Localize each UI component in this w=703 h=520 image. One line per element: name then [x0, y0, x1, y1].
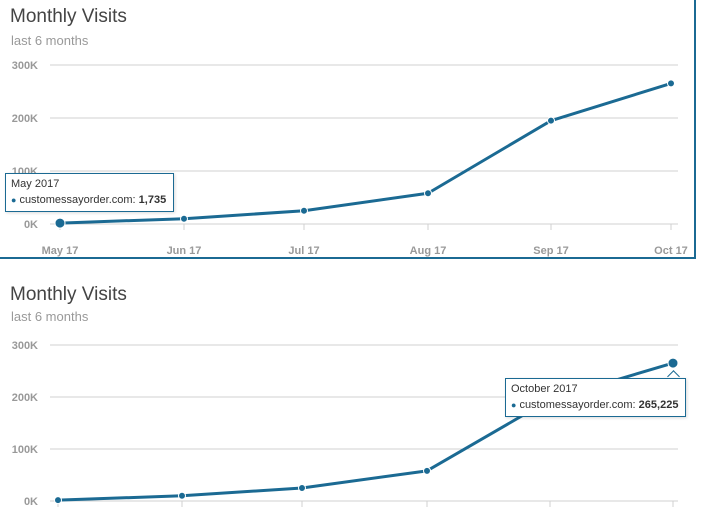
data-point [178, 491, 186, 500]
tooltip-date: October 2017 [511, 383, 578, 395]
y-tick-label: 200K [12, 392, 38, 404]
tooltip: October 2017 ● customessayorder.com: 265,… [505, 378, 687, 417]
tooltip-value: 1,735 [138, 194, 167, 206]
data-point [547, 116, 555, 125]
tooltip-date: May 2017 [11, 178, 60, 190]
y-tick-label: 200K [12, 113, 38, 125]
data-point [667, 79, 675, 88]
x-tick-label: Jun 17 [167, 245, 202, 257]
data-point [298, 484, 306, 492]
data-point [423, 466, 431, 475]
data-point [300, 206, 308, 215]
active-data-point [667, 357, 679, 369]
panel-border-right [694, 0, 696, 258]
panel-border-bottom [0, 257, 696, 259]
y-tick-label: 0K [24, 496, 38, 508]
y-tick-label: 300K [12, 60, 38, 72]
x-tick-label: Oct 17 [654, 245, 688, 257]
data-point [54, 496, 62, 505]
chart-panel-1: Monthly Visits last 6 months 0K 100K 200K 3… [0, 0, 696, 259]
data-point [180, 214, 188, 223]
chart-panel-2: Monthly Visits last 6 months 0K 100K 200K 3… [0, 278, 703, 520]
x-tick-label: May 17 [42, 245, 79, 257]
active-data-point [54, 217, 66, 229]
x-tick-label: Sep 17 [533, 245, 568, 257]
chart-title: Monthly Visits [10, 6, 127, 27]
series-line [59, 81, 672, 225]
chart-title: Monthly Visits [10, 284, 127, 305]
series-bullet-icon: ● [11, 195, 17, 205]
tooltip-series: customessayorder.com [19, 194, 133, 206]
tooltip-value: 265,225 [638, 399, 679, 411]
y-tick-label: 100K [12, 444, 38, 456]
series-bullet-icon: ● [511, 400, 517, 410]
x-tick-label: Aug 17 [410, 245, 447, 257]
data-point [424, 189, 432, 198]
tooltip: May 2017 ● customessayorder.com: 1,735 [5, 173, 175, 212]
chart-subtitle: last 6 months [11, 309, 89, 324]
x-tick-label: Jul 17 [288, 245, 319, 257]
y-tick-label: 300K [12, 340, 38, 352]
chart-subtitle: last 6 months [11, 33, 89, 48]
tooltip-series: customessayorder.com [519, 399, 633, 411]
y-tick-label: 0K [24, 219, 38, 231]
